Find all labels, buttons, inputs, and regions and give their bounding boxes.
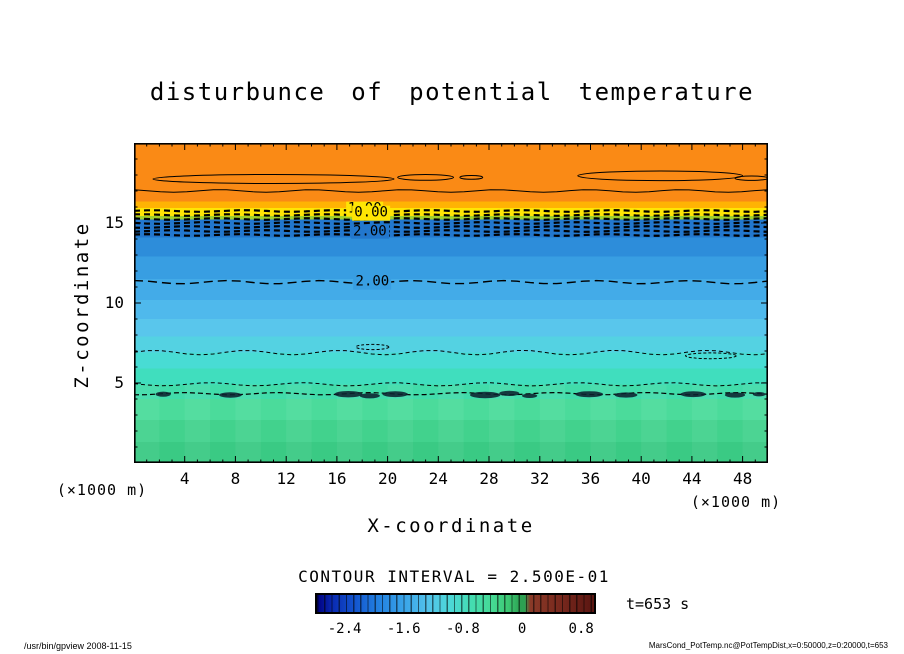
contour-interval-label: CONTOUR INTERVAL = 2.500E-01 — [298, 567, 610, 586]
contour-plot-area — [134, 143, 768, 463]
x-tick-label: 24 — [428, 469, 448, 488]
colorbar-tick-label: -0.8 — [446, 621, 480, 637]
x-tick-label: 40 — [631, 469, 651, 488]
x-tick-label: 32 — [530, 469, 550, 488]
y-tick-label: 15 — [104, 213, 124, 232]
x-tick-label: 16 — [327, 469, 347, 488]
colorbar-tick-label: -2.4 — [327, 621, 362, 637]
x-tick-label: 44 — [682, 469, 702, 488]
x-tick-label: 36 — [580, 469, 601, 488]
figure-title: disturbunce of potential temperature — [149, 78, 755, 106]
colorbar-tick-label: 0.8 — [568, 621, 594, 637]
y-tick-label: 10 — [104, 293, 124, 312]
time-label: t=653 s — [626, 595, 690, 613]
footer-command: /usr/bin/gpview 2008-11-15 — [24, 641, 132, 651]
footer-source: MarsCond_PotTemp.nc@PotTempDist,x=0:5000… — [648, 641, 888, 650]
colorbar-tick-label: 0 — [517, 621, 527, 637]
contour-plot-canvas — [134, 143, 768, 463]
x-tick-label: 12 — [276, 469, 296, 488]
y-tick-label: 5 — [114, 373, 124, 392]
x-axis-label: X-coordinate — [367, 515, 535, 537]
colorbar — [315, 593, 596, 614]
colorbar-tick-labels: -2.4 -1.6 -0.8 0 0.8 — [0, 621, 904, 641]
colorbar-stripes — [317, 595, 594, 612]
x-tick-label: 20 — [377, 469, 398, 488]
x-axis-unit-label: (×1000 m) — [690, 493, 782, 511]
x-tick-label: 4 — [179, 469, 190, 488]
y-axis-unit-label: (×1000 m) — [56, 481, 148, 499]
x-tick-label: 48 — [732, 469, 753, 488]
x-tick-label: 8 — [230, 469, 241, 488]
x-tick-label: 28 — [479, 469, 499, 488]
colorbar-tick-label: -1.6 — [386, 621, 421, 637]
